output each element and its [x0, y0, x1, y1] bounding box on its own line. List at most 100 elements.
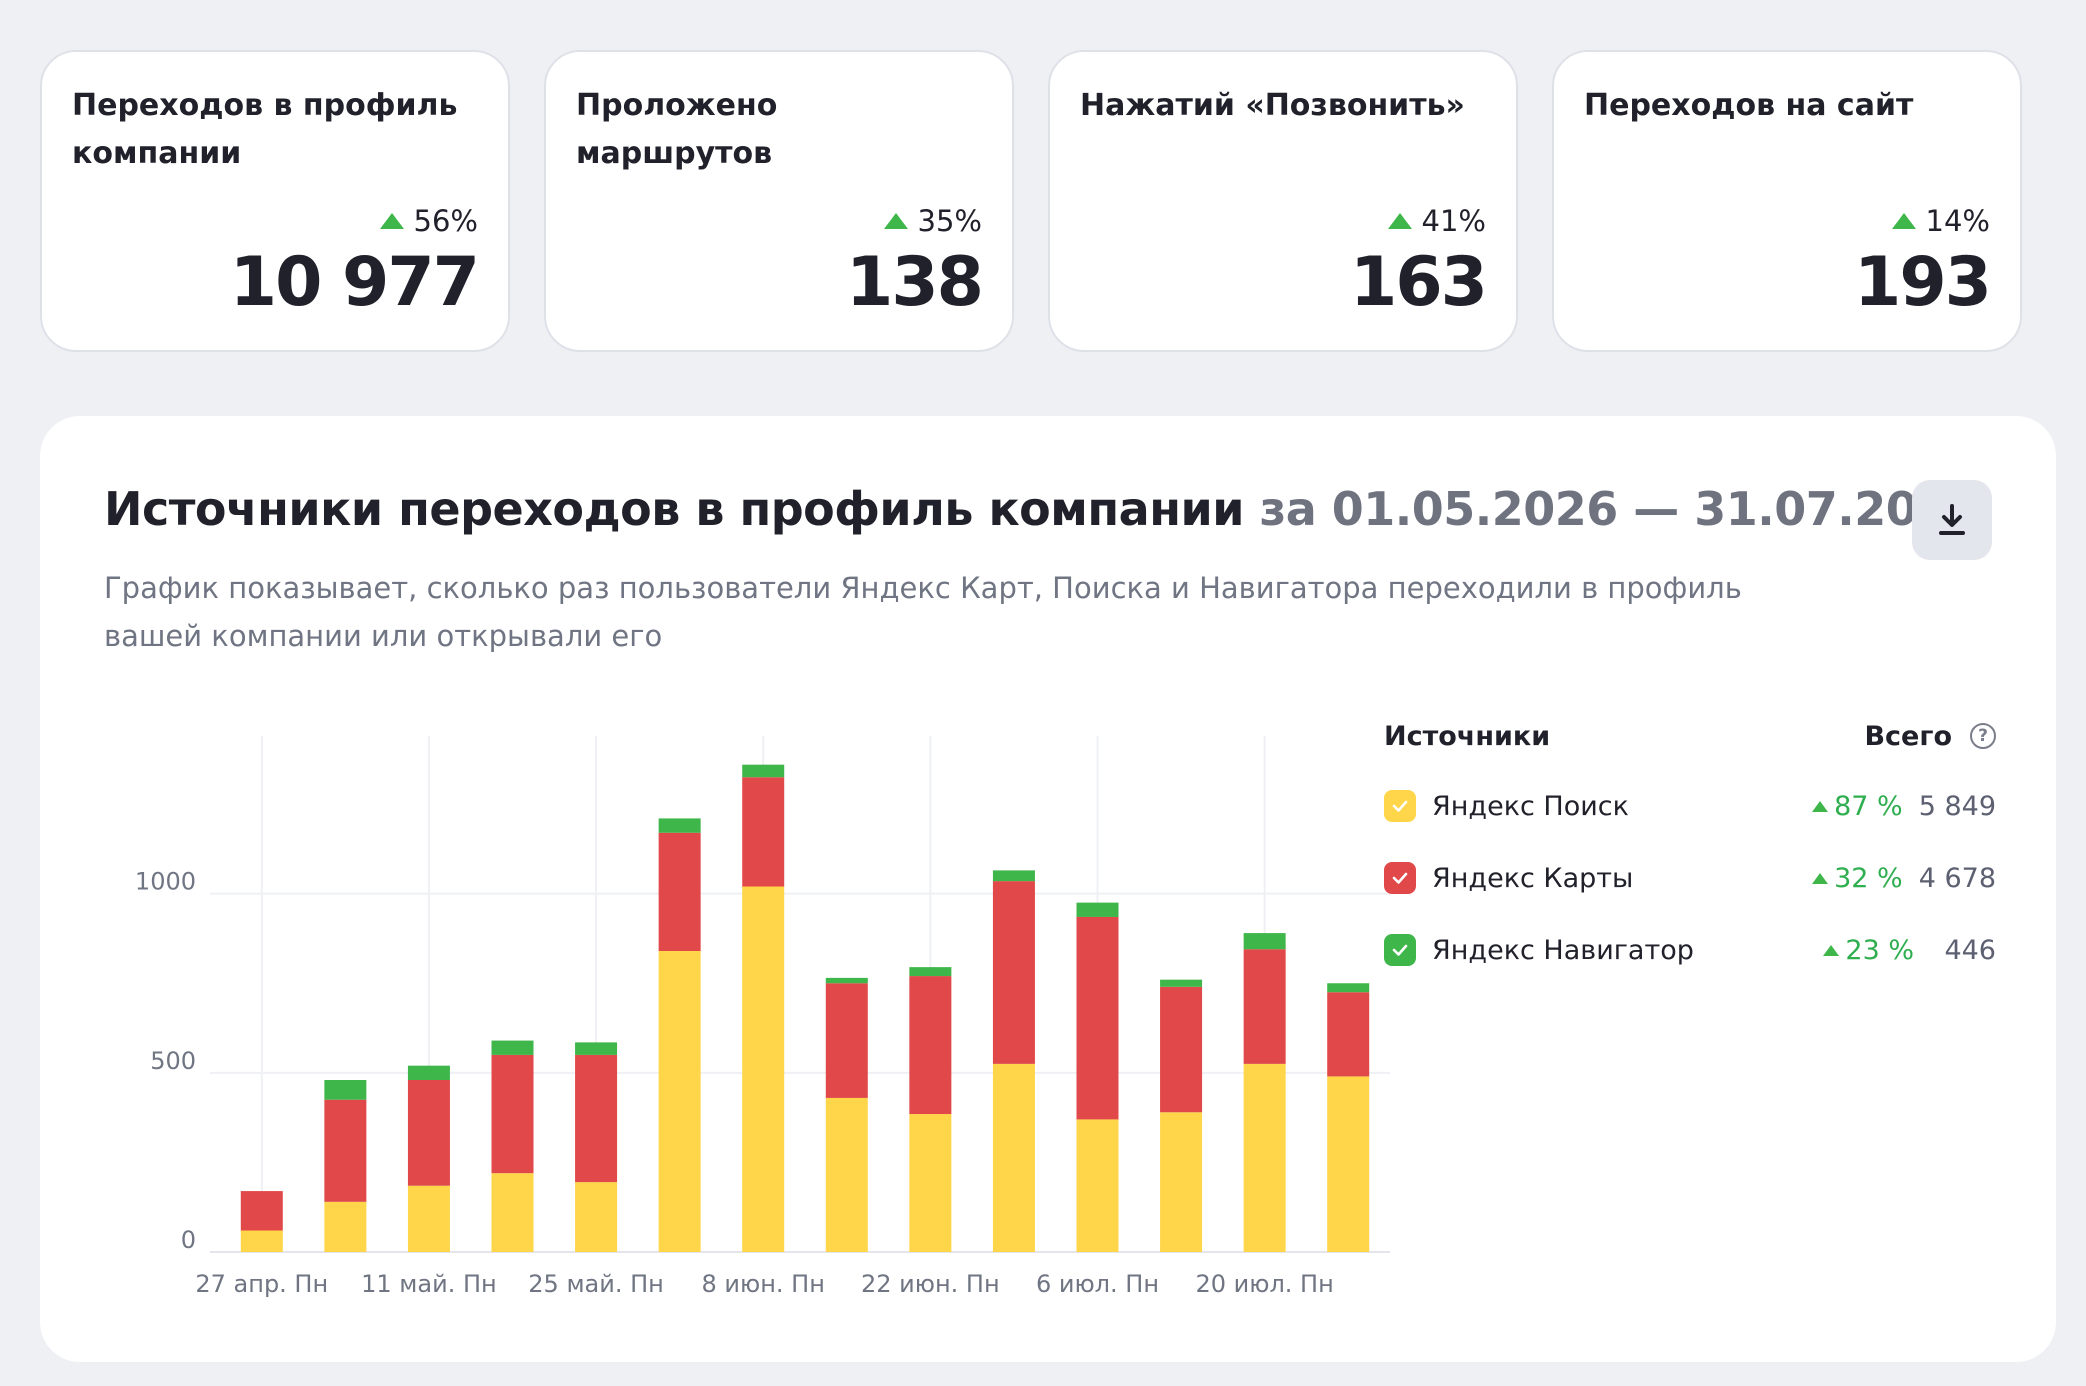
- triangle-up-icon: [379, 213, 404, 229]
- bar-segment: [1243, 1063, 1286, 1252]
- stat-value: 138: [846, 243, 984, 322]
- bar-segment: [1327, 992, 1370, 1077]
- stat-delta: 14%: [1891, 204, 1990, 238]
- legend-item-name: Яндекс Карты: [1432, 862, 1634, 894]
- bar-segment: [1243, 933, 1286, 950]
- legend-item-navigator[interactable]: Яндекс Навигатор 23 % 446: [1384, 914, 1996, 986]
- checkbox-checked-icon[interactable]: [1384, 790, 1416, 822]
- bar-segment: [324, 1099, 367, 1202]
- help-icon[interactable]: ?: [1970, 723, 1996, 749]
- legend-item-maps[interactable]: Яндекс Карты 32 % 4 678: [1384, 842, 1996, 914]
- legend-item-search[interactable]: Яндекс Поиск 87 % 5 849: [1384, 770, 1996, 842]
- checkbox-checked-icon[interactable]: [1384, 862, 1416, 894]
- legend-item-name: Яндекс Поиск: [1432, 790, 1629, 822]
- bar-segment: [491, 1054, 534, 1174]
- stat-card-routes[interactable]: Проложено маршрутов 35% 138: [544, 50, 1014, 352]
- triangle-up-icon: [1823, 944, 1840, 956]
- panel-description: График показывает, сколько раз пользоват…: [104, 571, 1742, 653]
- bar-segment: [1076, 1119, 1119, 1252]
- bar-segment: [658, 818, 701, 833]
- triangle-up-icon: [883, 213, 908, 229]
- stat-value: 10 977: [229, 243, 480, 322]
- download-button[interactable]: [1912, 480, 1992, 560]
- bar-segment: [1160, 986, 1203, 1113]
- x-tick-label: 22 июн. Пн: [861, 1270, 1000, 1298]
- bar-segment: [575, 1042, 618, 1055]
- x-tick-label: 20 июл. Пн: [1195, 1270, 1333, 1298]
- x-tick-label: 6 июл. Пн: [1036, 1270, 1159, 1298]
- bar-segment: [992, 1063, 1035, 1252]
- bar-segment: [324, 1201, 367, 1252]
- legend-item-total: 446: [1944, 934, 1996, 966]
- bar-segment: [1076, 916, 1119, 1120]
- stat-value: 193: [1854, 243, 1992, 322]
- bar-segment: [407, 1185, 450, 1252]
- bar-segment: [407, 1065, 450, 1080]
- bar-segment: [1160, 979, 1203, 987]
- legend-header-sources: Источники: [1384, 720, 1551, 752]
- bar-segment: [909, 1114, 952, 1252]
- stat-card-profile-visits[interactable]: Переходов в профиль компании 56% 10 977: [40, 50, 510, 352]
- checkbox-checked-icon[interactable]: [1384, 934, 1416, 966]
- triangle-up-icon: [1387, 213, 1412, 229]
- bar-segment: [491, 1040, 534, 1055]
- bar-segment: [491, 1173, 534, 1252]
- legend-item-delta: 87 %: [1812, 791, 1903, 822]
- panel-period: за 01.05.2026 — 31.07.2026: [1259, 482, 1981, 536]
- stat-card-site-visits[interactable]: Переходов на сайт 14% 193: [1552, 50, 2022, 352]
- bar-segment: [658, 832, 701, 951]
- legend-header: Источники Всего ?: [1384, 716, 1996, 756]
- stat-title: Нажатий «Позвонить»: [1080, 88, 1465, 123]
- x-tick-label: 11 май. Пн: [361, 1270, 497, 1298]
- x-tick-label: 25 май. Пн: [528, 1270, 664, 1298]
- bar-segment: [575, 1054, 618, 1183]
- bar-segment: [575, 1182, 618, 1252]
- bar-segment: [324, 1080, 367, 1100]
- bar-segment: [742, 777, 785, 887]
- legend: Источники Всего ? Яндекс Поиск 87 % 5 84…: [1384, 716, 1996, 986]
- bar-segment: [825, 977, 868, 984]
- legend-item-total: 4 678: [1918, 862, 1996, 894]
- y-tick-label: 1000: [135, 868, 196, 896]
- download-icon: [1939, 504, 1965, 535]
- triangle-up-icon: [1812, 800, 1829, 812]
- bar-segment: [909, 976, 952, 1115]
- stat-title: Проложено маршрутов: [576, 88, 778, 171]
- stat-delta: 35%: [883, 204, 982, 238]
- stat-title: Переходов на сайт: [1584, 88, 1914, 123]
- bar-segment: [742, 764, 785, 778]
- bar-segment: [240, 1191, 283, 1231]
- panel-title-text: Источники переходов в профиль компании: [104, 482, 1244, 536]
- y-tick-label: 500: [150, 1047, 196, 1075]
- bar-segment: [1160, 1112, 1203, 1252]
- bar-segment: [742, 886, 785, 1252]
- stat-delta: 41%: [1387, 204, 1486, 238]
- stat-card-calls[interactable]: Нажатий «Позвонить» 41% 163: [1048, 50, 1518, 352]
- legend-header-total: Всего ?: [1864, 721, 1996, 752]
- bar-segment: [992, 881, 1035, 1064]
- stat-delta: 56%: [379, 204, 478, 238]
- bar-segment: [1327, 1076, 1370, 1252]
- legend-item-delta: 32 %: [1812, 863, 1903, 894]
- bar-segment: [825, 983, 868, 1098]
- triangle-up-icon: [1891, 213, 1916, 229]
- panel-title: Источники переходов в профиль компании з…: [104, 482, 1981, 536]
- sources-panel: Источники переходов в профиль компании з…: [40, 416, 2056, 1362]
- x-tick-label: 27 апр. Пн: [195, 1270, 328, 1298]
- x-tick-label: 8 июн. Пн: [702, 1270, 825, 1298]
- bar-segment: [1243, 949, 1286, 1064]
- bar-segment: [992, 870, 1035, 882]
- bar-segment: [825, 1097, 868, 1252]
- triangle-up-icon: [1812, 872, 1829, 884]
- legend-item-total: 5 849: [1918, 790, 1996, 822]
- stat-value: 163: [1350, 243, 1488, 322]
- stacked-bar-chart: 0 500 1000 27 апр. Пн 11 май. Пн 25 май. Пн 8 …: [135, 736, 1390, 1298]
- y-tick-label: 0: [181, 1226, 196, 1254]
- bar-segment: [1076, 902, 1119, 917]
- legend-item-delta: 23 %: [1823, 935, 1914, 966]
- stat-title: Переходов в профиль компании: [72, 88, 458, 171]
- bar-segment: [909, 967, 952, 977]
- bar-segment: [658, 951, 701, 1252]
- bar-segment: [1327, 983, 1370, 993]
- bar-segment: [240, 1230, 283, 1252]
